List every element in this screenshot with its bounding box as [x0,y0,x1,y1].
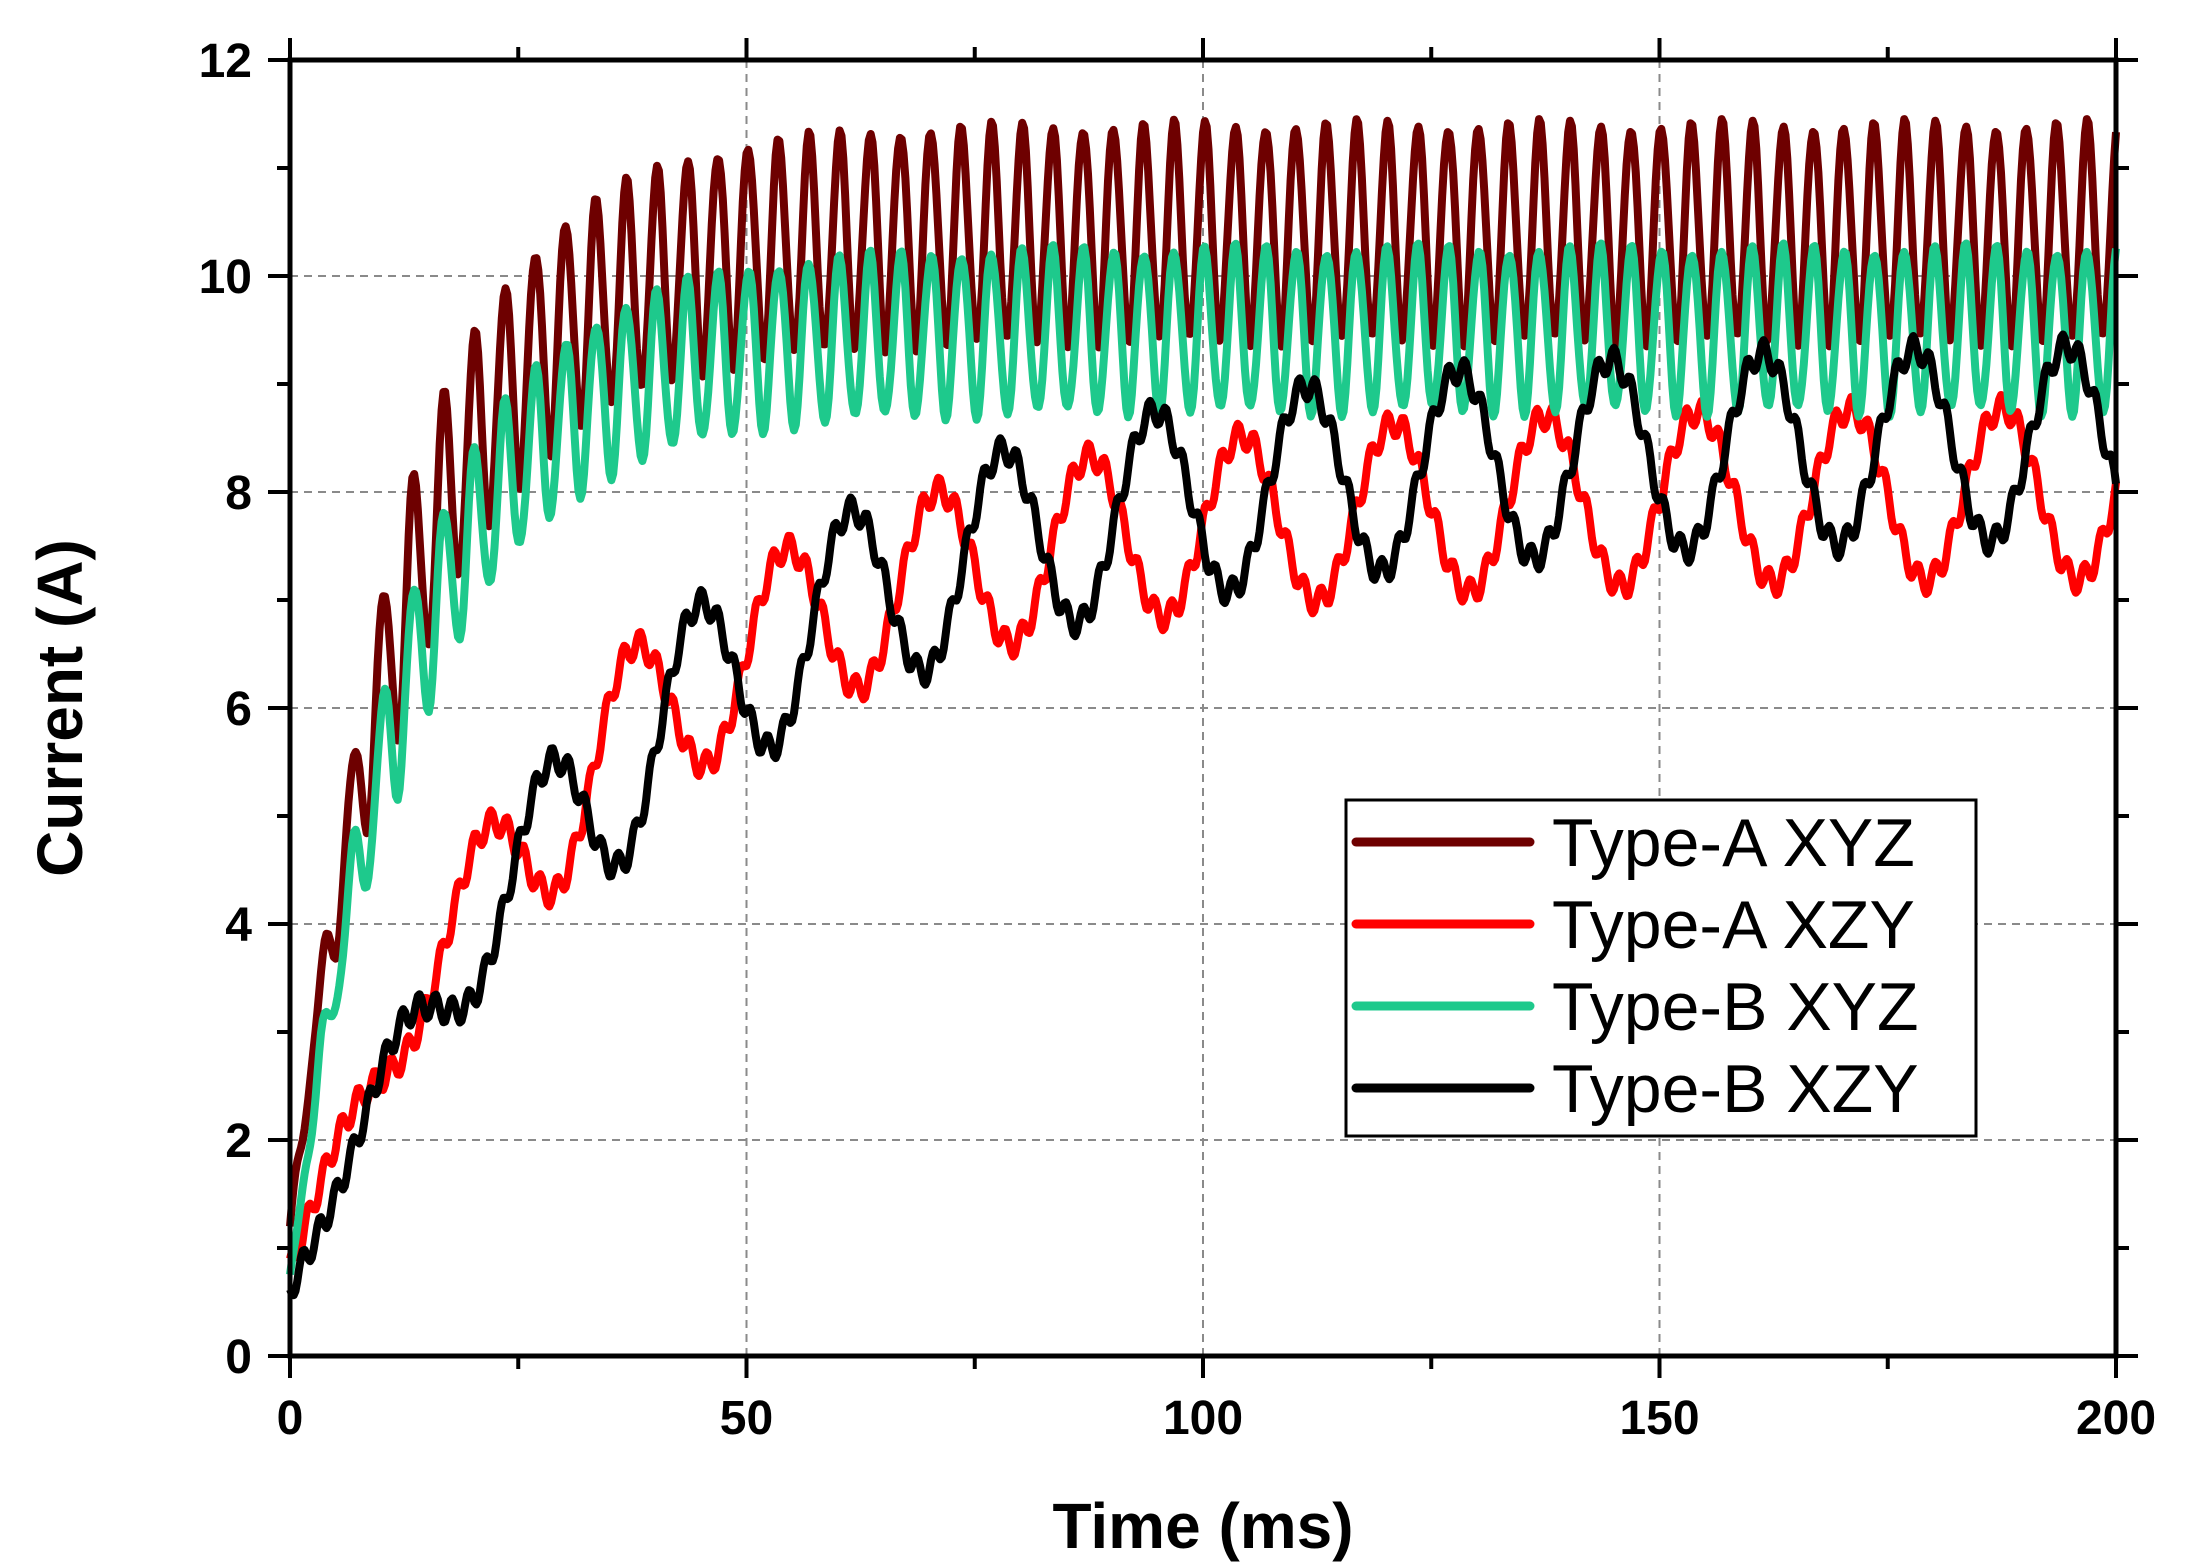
y-tick-label: 2 [225,1115,252,1168]
y-tick-label: 6 [225,683,252,736]
legend-box [1344,798,1978,1138]
series-line-type-b-xzy [286,330,2120,1300]
x-tick-label: 0 [277,1392,304,1445]
y-tick-label: 4 [225,899,252,952]
y-tick-label: 10 [199,251,252,304]
y-tick-label: 12 [199,35,252,88]
x-tick-label: 150 [1619,1392,1699,1445]
y-tick-label: 8 [225,467,252,520]
y-axis-title: Current (A) [24,539,96,877]
y-tick-labels: 0 2 4 6 8 10 12 [199,35,253,1384]
series-line-type-a-xyz [286,115,2120,1227]
x-tick-label: 100 [1163,1392,1243,1445]
series-line-type-b-xyz [286,239,2120,1276]
y-tick-label: 0 [225,1331,252,1384]
axis-ticks [268,38,2138,1378]
legend-label: Type-A XYZ [1552,805,1915,881]
x-tick-label: 50 [720,1392,773,1445]
series-lines [286,115,2120,1300]
x-axis-title: Time (ms) [1052,1490,1353,1562]
legend-label: Type-B XYZ [1552,969,1919,1045]
x-tick-label: 200 [2076,1392,2156,1445]
x-tick-labels: 0 50 100 150 200 [277,1392,2156,1445]
legend-label: Type-B XZY [1552,1051,1919,1127]
legend-label: Type-A XZY [1552,887,1915,963]
